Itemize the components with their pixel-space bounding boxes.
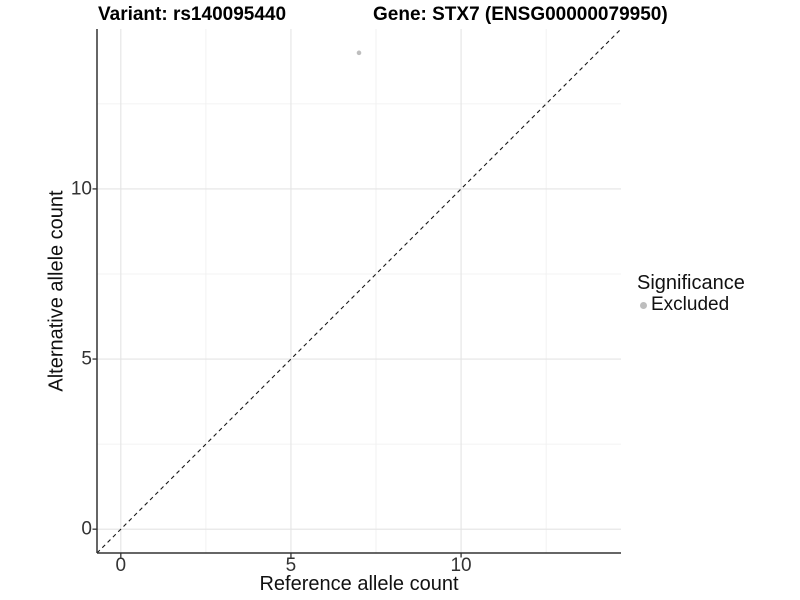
y-axis-title: Alternative allele count xyxy=(45,190,68,392)
y-tick-label: 10 xyxy=(70,178,92,200)
x-tick-label: 0 xyxy=(115,555,127,576)
legend-title: Significance xyxy=(637,272,745,294)
x-tick-label: 5 xyxy=(285,555,297,576)
legend-entry: Excluded xyxy=(637,294,745,316)
x-tick-label: 10 xyxy=(450,555,472,576)
legend: Significance Excluded xyxy=(637,272,745,316)
legend-entry-label: Excluded xyxy=(651,294,730,315)
data-point xyxy=(356,50,362,56)
y-tick-label: 5 xyxy=(81,348,92,370)
plot-panel xyxy=(92,28,622,558)
identity-line xyxy=(96,28,622,554)
y-tick-label: 0 xyxy=(81,518,92,540)
plot-title-variant: Variant: rs140095440 xyxy=(98,4,287,25)
plot-title-gene: Gene: STX7 (ENSG00000079950) xyxy=(373,4,668,25)
x-axis-title: Reference allele count xyxy=(259,573,459,595)
legend-key-point-icon xyxy=(640,301,647,309)
